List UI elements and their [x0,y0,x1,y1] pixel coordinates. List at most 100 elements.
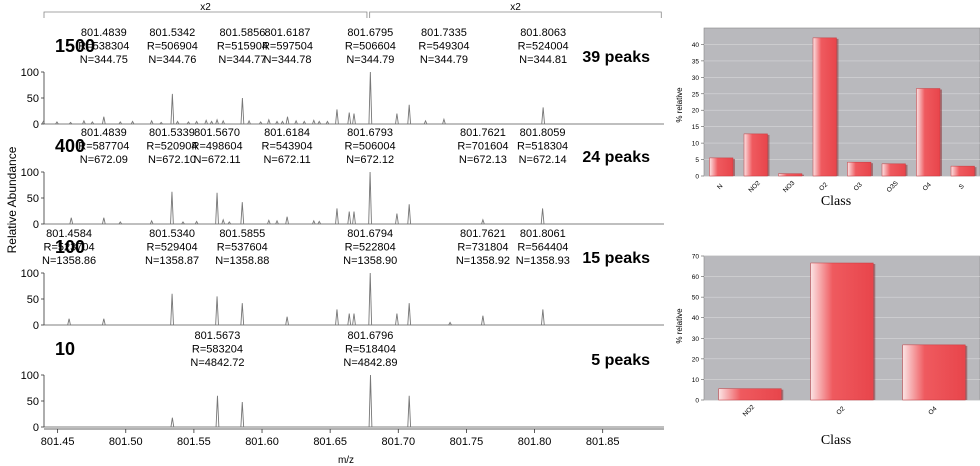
peak-annotation: 801.4839 [81,27,127,39]
peak-annotation: N=672.14 [519,154,567,166]
peak-annotation: 801.5673 [195,330,241,342]
peak-annotation: 801.8063 [520,27,566,39]
peak-annotation: 801.4839 [81,127,127,139]
peak-annotation: R=506604 [345,41,396,53]
y-tick-label: 5 [695,157,699,164]
peak-annotation: R=529404 [147,242,198,254]
peak-annotation: N=344.79 [420,54,468,66]
bar-chart-2-ylabel: % relative [675,308,684,344]
spectrum-peak [352,211,356,225]
spectrum-peak [186,121,191,125]
peak-annotation: 801.5856 [219,27,265,39]
zoom-bracket-label-2: x2 [510,2,521,13]
x-axis-label: m/z [338,455,354,466]
spectrum-peak [67,318,71,326]
spectrum-peak [481,218,485,225]
y-axis-label: Relative Abundance [5,146,19,253]
spectrum-peak [68,121,73,125]
peak-annotation: R=520904 [146,141,197,153]
spectrum-peak [240,202,245,225]
bar-NO2 [743,133,768,177]
zoom-bracket-label-1: x2 [200,2,211,13]
spectrum-peak [159,121,163,125]
peak-annotation: N=672.09 [80,154,128,166]
peak-annotation: R=538304 [78,41,129,53]
zoom-bracket-1 [43,11,368,18]
peak-annotation: R=498604 [192,141,243,153]
bar-chart-layer-1: 0 5 10 15 20 25 30 35 40 N NO2 NO3 O2 O3 O3S O4 S [692,27,980,194]
spectrum-peak [204,119,208,125]
spectrum-peak [221,119,225,125]
y-tick-label: 15 [692,124,700,131]
peak-annotation: N=344.77 [218,54,266,66]
bar-O3 [847,161,872,177]
x-tick-label: 801.70 [381,436,415,448]
peak-annotation: 801.6184 [264,127,310,139]
spectrum-peak [240,97,245,125]
spectrum-peak [267,219,271,225]
peak-annotation: R=564404 [517,242,568,254]
y-tick-label: 10 [692,377,700,384]
spectrum-panel-2: 0 50 100 400 24 peaks 801.4839 R=587704N=672.0… [21,127,664,231]
spectrum-peak [423,119,428,125]
spectrum-peak [541,107,545,125]
peak-annotation: 801.8061 [520,228,566,240]
x-tick-label: NO2 [747,179,762,194]
peak-annotation: 801.5339 [149,127,195,139]
peak-annotation: N=344.76 [148,54,196,66]
y-tick-label: 50 [27,193,39,205]
x-tick-label: O3 [853,181,864,192]
x-tick-label: NO3 [782,179,797,194]
spectrum-peak [240,303,245,326]
peak-count-label: 5 peaks [591,352,650,369]
spectrum-peak [352,313,356,326]
peak-annotation: R=518304 [517,141,568,153]
x-tick-label: O4 [922,181,933,192]
spectrum-peak [407,204,412,225]
peak-annotation: N=1358.93 [516,255,570,267]
peak-annotation: 801.4584 [46,228,92,240]
peak-annotation: R=583204 [192,344,243,356]
y-tick-label: 100 [21,268,39,280]
bar-O2 [810,262,874,401]
zoom-bracket-2 [369,11,662,18]
y-tick-label: 30 [692,75,700,82]
bar-NO2 [718,388,782,401]
y-tick-label: 40 [692,315,700,322]
peak-annotation: 801.7621 [460,127,506,139]
spectrum-peak [395,313,399,326]
peak-annotation: R=522804 [345,242,396,254]
spectrum-peak [285,316,289,326]
spectrum-peak [395,113,399,125]
spectrum-peak [215,192,219,225]
spectrum-peak [311,219,316,225]
peak-annotation: R=543904 [262,141,313,153]
bar-chart-1-xlabel: Class [821,194,851,209]
spectrum-peak [317,120,322,125]
y-tick-label: 10 [692,141,700,148]
x-tick-label: 801.85 [586,436,620,448]
spectrum-peak [170,191,174,225]
peak-annotation: 801.7335 [421,27,467,39]
panel-number: 100 [55,237,85,257]
spectrum-peak [175,120,180,125]
peak-annotation: 801.5340 [149,228,195,240]
spectrum-peak [335,309,339,326]
spectrum-peak [194,120,199,125]
spectrum-peak [221,218,226,225]
y-tick-label: 0 [695,398,699,405]
panel-number: 1500 [55,36,95,56]
spectrum-peak [215,395,220,428]
y-tick-label: 70 [692,254,700,261]
peak-annotation: R=515904 [217,41,268,53]
bar-O4 [902,344,966,401]
y-tick-label: 60 [692,274,700,281]
peak-annotation: 801.5342 [149,27,195,39]
spectrum-peak [247,119,251,125]
peak-annotation: R=524004 [518,41,569,53]
peak-annotation: N=672.11 [263,154,310,166]
y-tick-label: 35 [692,58,700,65]
peak-annotation: N=1358.87 [145,255,199,267]
